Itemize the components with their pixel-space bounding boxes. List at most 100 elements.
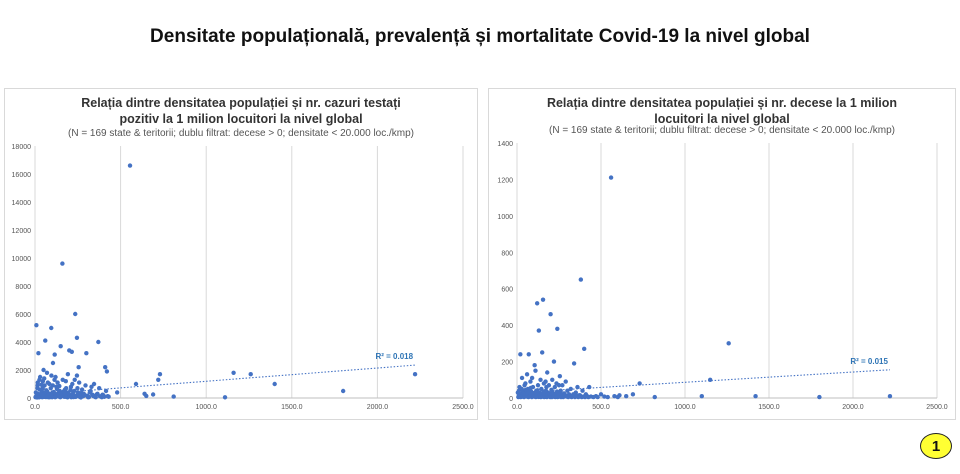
data-point xyxy=(43,338,48,343)
data-point xyxy=(887,393,893,399)
x-tick-label: 0.0 xyxy=(512,404,522,411)
data-point xyxy=(560,383,565,388)
data-point xyxy=(76,380,82,385)
page-title: Densitate populațională, prevalență și m… xyxy=(150,26,810,47)
data-point xyxy=(84,351,89,356)
x-tick-label: 500.0 xyxy=(592,404,610,411)
data-point xyxy=(156,377,161,382)
data-point xyxy=(612,393,617,399)
x-tick-label: 1500.0 xyxy=(758,404,780,411)
r-squared-label: R² = 0.018 xyxy=(375,352,413,361)
data-point xyxy=(526,389,532,394)
data-point xyxy=(50,360,56,366)
data-point xyxy=(58,344,63,349)
data-point xyxy=(708,377,713,382)
data-point xyxy=(630,392,636,397)
chart-subtitle-deaths: (N = 169 state & teritorii; dublu filtra… xyxy=(548,125,896,136)
data-point xyxy=(104,369,110,374)
data-point xyxy=(248,372,253,377)
data-point xyxy=(144,393,149,399)
data-point xyxy=(102,394,107,399)
data-point xyxy=(528,379,533,384)
data-point xyxy=(699,393,704,399)
y-tick-label: 400 xyxy=(501,323,513,330)
data-point xyxy=(102,365,108,370)
y-tick-label: 1200 xyxy=(497,177,513,184)
data-point xyxy=(49,325,54,331)
data-point xyxy=(79,387,85,392)
data-point xyxy=(412,372,418,377)
data-point xyxy=(83,383,88,388)
data-point xyxy=(150,392,156,397)
x-tick-label: 2500.0 xyxy=(452,404,474,411)
x-tick-label: 500.0 xyxy=(112,404,130,411)
data-point xyxy=(49,373,54,378)
data-point xyxy=(615,394,620,400)
data-point xyxy=(543,388,549,393)
data-point xyxy=(580,388,585,393)
y-tick-label: 600 xyxy=(501,287,513,294)
data-point xyxy=(568,386,573,392)
page-number-badge: 1 xyxy=(920,433,952,459)
data-point xyxy=(70,381,75,387)
y-tick-label: 12000 xyxy=(12,228,32,235)
y-tick-label: 8000 xyxy=(15,284,31,291)
x-tick-label: 2500.0 xyxy=(926,404,948,411)
y-tick-label: 0 xyxy=(509,396,513,403)
y-tick-label: 800 xyxy=(501,250,513,257)
data-point xyxy=(532,363,537,368)
data-point xyxy=(518,352,523,357)
data-point xyxy=(519,386,524,392)
y-tick-label: 1000 xyxy=(497,214,513,221)
data-point xyxy=(522,383,527,388)
data-point xyxy=(63,394,68,399)
data-point xyxy=(575,384,580,390)
chart-title-line2: locuitori la nivel global xyxy=(654,112,790,126)
data-point xyxy=(565,388,570,393)
data-point xyxy=(528,385,533,391)
data-point xyxy=(75,390,81,395)
data-point xyxy=(540,350,545,355)
r-squared-label: R² = 0.015 xyxy=(850,357,888,366)
data-point xyxy=(76,365,81,370)
data-point xyxy=(72,388,77,394)
chart-panel-deaths: Relația dintre densitatea populației și … xyxy=(488,88,956,420)
data-point xyxy=(578,277,584,282)
data-point xyxy=(47,381,52,387)
data-point xyxy=(817,394,822,400)
y-tick-label: 200 xyxy=(501,360,513,367)
y-tick-label: 16000 xyxy=(12,172,32,179)
data-point xyxy=(602,394,607,399)
data-point xyxy=(652,394,657,400)
data-point xyxy=(536,328,542,333)
data-point xyxy=(550,377,555,382)
data-point xyxy=(523,387,528,393)
data-point xyxy=(68,387,73,393)
data-point xyxy=(548,312,553,317)
y-tick-label: 14000 xyxy=(12,200,32,207)
x-tick-label: 2000.0 xyxy=(367,404,389,411)
data-point xyxy=(49,394,55,400)
data-point xyxy=(51,389,57,395)
data-point xyxy=(171,394,176,399)
data-point xyxy=(554,389,560,394)
data-point xyxy=(42,376,47,381)
chart-title-deaths: Relația dintre densitatea populației și … xyxy=(489,95,955,127)
data-point xyxy=(551,359,557,364)
data-point xyxy=(41,367,46,373)
data-point xyxy=(552,384,557,390)
data-point xyxy=(753,393,758,399)
x-tick-label: 1500.0 xyxy=(281,404,303,411)
data-point xyxy=(63,386,69,391)
data-point xyxy=(127,163,133,168)
x-tick-label: 0.0 xyxy=(30,404,40,411)
data-point xyxy=(546,383,552,388)
data-point xyxy=(61,389,66,394)
data-point xyxy=(57,383,62,389)
data-point xyxy=(75,386,80,391)
data-point xyxy=(624,393,629,399)
data-point xyxy=(529,375,535,381)
data-point xyxy=(93,394,98,400)
y-tick-label: 4000 xyxy=(15,340,31,347)
data-point xyxy=(55,380,60,385)
